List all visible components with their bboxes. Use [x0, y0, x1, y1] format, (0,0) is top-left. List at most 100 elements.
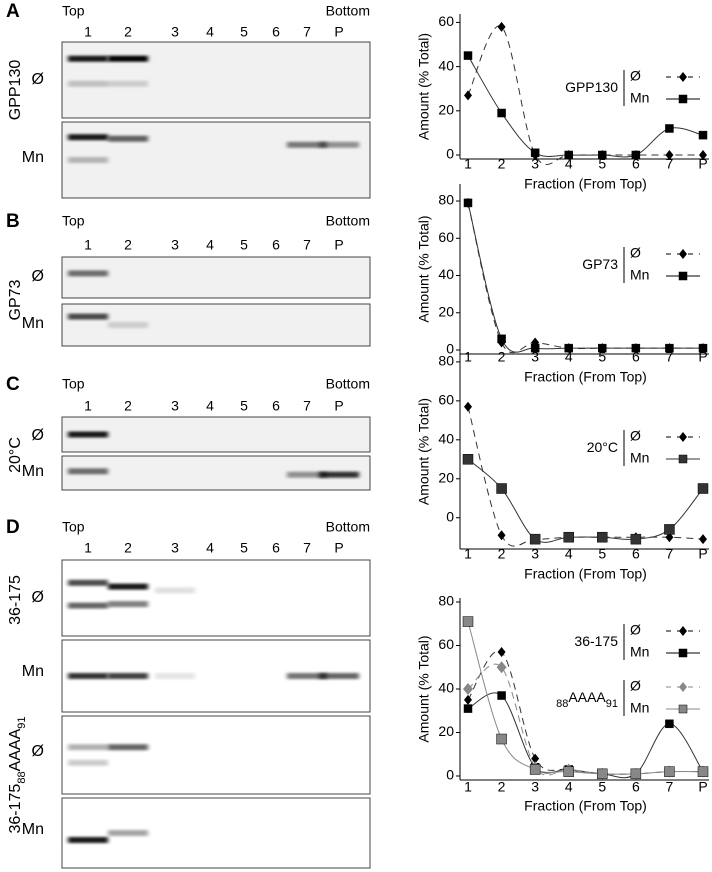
lane-label: 6 [272, 540, 280, 556]
gel-band [155, 587, 195, 594]
legend-label: Ø [630, 678, 641, 694]
gel-group-label: 36-17588AAAA91 [7, 716, 28, 833]
x-axis-title: Fraction (From Top) [524, 566, 647, 582]
gel-band [68, 759, 108, 766]
lane-label: P [334, 540, 343, 556]
series-line [467, 25, 703, 165]
x-tick-label: 3 [531, 546, 539, 562]
y-tick-label: 60 [438, 229, 454, 245]
data-point [697, 766, 709, 777]
x-tick-label: 2 [498, 546, 506, 562]
x-tick-label: 1 [464, 546, 472, 562]
x-tick-label: 1 [464, 156, 472, 172]
data-point [665, 719, 674, 729]
gel-lane-box [61, 715, 371, 795]
gel-band [108, 135, 148, 142]
lane-label: 2 [124, 237, 132, 253]
y-tick-label: 40 [438, 266, 454, 282]
lane-label: 7 [303, 398, 311, 414]
legend-marker [678, 648, 688, 658]
row-label: Mn [22, 663, 44, 680]
y-tick-label: 40 [438, 431, 454, 447]
y-tick-label: 60 [438, 636, 454, 652]
gel-group-label: GPP130 [7, 60, 24, 121]
y-tick-label: 0 [446, 508, 454, 524]
series-line [467, 55, 704, 158]
x-tick-label: 3 [531, 349, 539, 365]
x-tick-label: 7 [666, 546, 674, 562]
data-point [530, 148, 540, 158]
legend-group-label-part: 88 [556, 698, 568, 710]
top-label: Top [62, 376, 85, 392]
legend-marker [679, 72, 687, 82]
data-point [597, 531, 608, 543]
x-tick-label: 4 [565, 546, 573, 562]
data-point [463, 704, 473, 713]
gel-band [108, 601, 148, 608]
data-point [564, 150, 573, 160]
x-tick-label: 2 [498, 779, 506, 795]
legend-group-label-part: 91 [606, 698, 618, 710]
row-label: Ø [32, 268, 44, 285]
row-label: Mn [22, 821, 44, 838]
x-tick-label: 1 [464, 779, 472, 795]
legend-label: Ø [630, 428, 641, 444]
y-tick-label: 60 [438, 13, 454, 29]
lane-label: 7 [303, 237, 311, 253]
bottom-label: Bottom [326, 519, 370, 535]
legend-group-label: GPP130 [565, 79, 618, 95]
data-point [531, 753, 540, 764]
gel-band [108, 673, 148, 679]
lane-label: 5 [240, 24, 248, 40]
y-tick-label: 40 [438, 680, 454, 696]
gel-group-label: 36-175 [7, 575, 24, 625]
lane-label: 1 [84, 398, 92, 414]
gel-band [68, 468, 108, 475]
data-point [664, 524, 675, 535]
gel-group-label-part: 88 [16, 771, 28, 783]
lane-label: 5 [240, 237, 248, 253]
legend-marker [679, 626, 687, 636]
gel-lane-box [61, 416, 371, 453]
y-axis-title: Amount (% Total) [416, 398, 432, 505]
gel-group-label: 20°C [7, 437, 24, 473]
gel-band [108, 830, 148, 836]
bottom-label: Bottom [326, 376, 370, 392]
lane-label: 5 [240, 540, 248, 556]
gel-band [68, 313, 108, 320]
lane-label: 3 [171, 540, 179, 556]
data-point [497, 334, 506, 344]
x-tick-label: 2 [498, 156, 506, 172]
lane-label: 6 [272, 237, 280, 253]
data-point [464, 90, 472, 101]
gel-band [287, 471, 327, 478]
lane-label: 2 [124, 540, 132, 556]
x-tick-label: 7 [666, 349, 674, 365]
y-tick-label: 20 [438, 723, 454, 739]
legend-marker [679, 249, 687, 259]
gel-group-label-part: 91 [16, 716, 28, 728]
data-point [462, 454, 474, 465]
gel-band [108, 55, 148, 62]
gel-band [68, 80, 108, 87]
legend-label: Mn [630, 90, 649, 106]
x-axis-title: Fraction (From Top) [524, 798, 647, 814]
row-label: Mn [22, 463, 44, 480]
bottom-label: Bottom [326, 213, 370, 229]
gel-band [108, 744, 148, 751]
data-point [529, 764, 541, 775]
x-tick-label: 7 [666, 156, 674, 172]
row-label: Ø [32, 743, 44, 760]
legend-group-label: GP73 [582, 256, 618, 272]
lane-label: 4 [206, 398, 214, 414]
series-line [467, 663, 704, 776]
lane-label: 7 [303, 540, 311, 556]
lane-label: 3 [171, 237, 179, 253]
y-tick-label: 80 [438, 593, 454, 609]
x-tick-label: P [698, 779, 707, 795]
legend-marker [679, 682, 687, 692]
x-tick-label: 5 [598, 156, 606, 172]
x-axis-title: Fraction (From Top) [524, 176, 647, 192]
data-point [630, 533, 642, 545]
